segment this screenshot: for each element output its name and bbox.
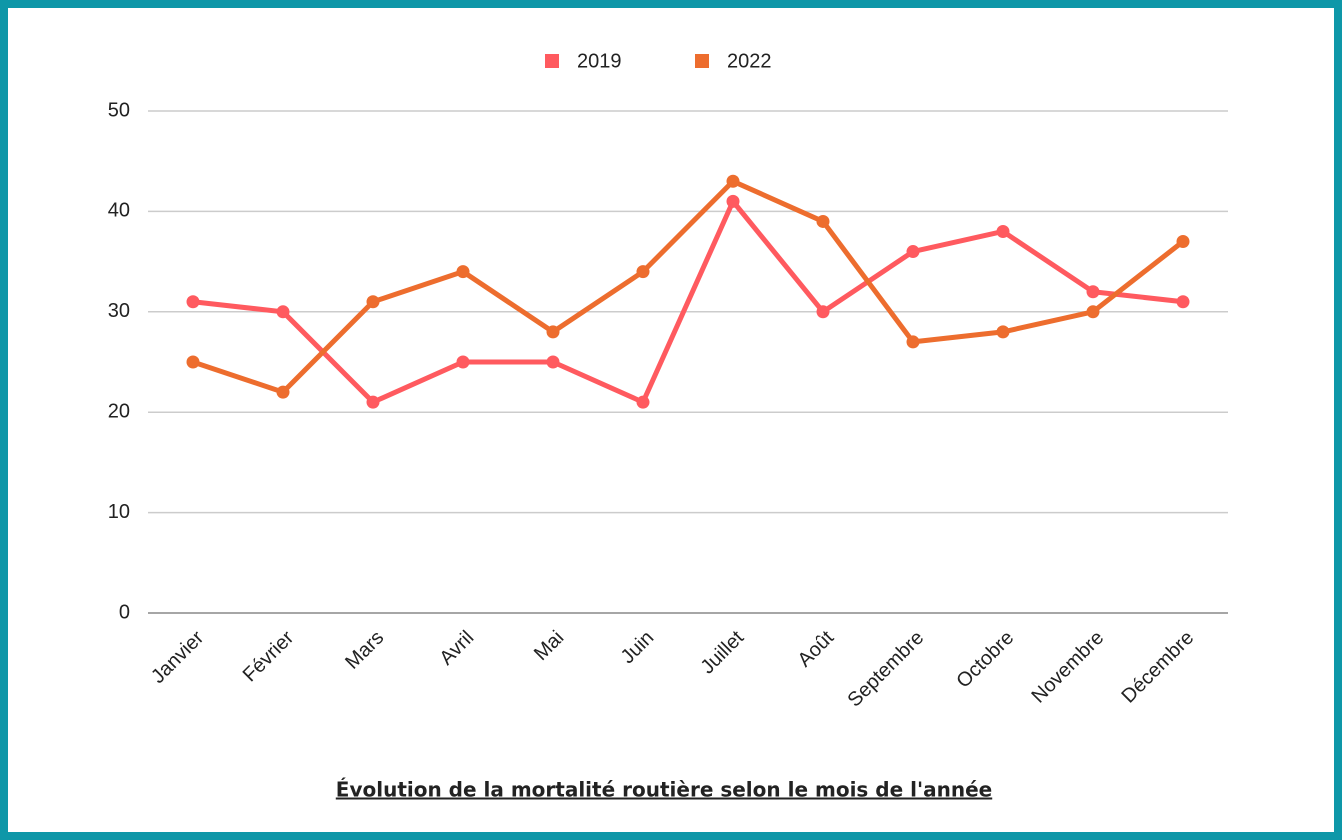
point bbox=[996, 325, 1010, 339]
point bbox=[276, 305, 290, 319]
point bbox=[1086, 305, 1100, 319]
point bbox=[366, 295, 380, 309]
point bbox=[276, 385, 290, 399]
chart-title: Évolution de la mortalité routière selon… bbox=[336, 778, 992, 802]
legend-swatch bbox=[695, 54, 709, 68]
legend-swatch bbox=[545, 54, 559, 68]
point bbox=[726, 174, 740, 188]
y-tick-label: 30 bbox=[108, 300, 130, 322]
y-tick-label: 20 bbox=[108, 400, 130, 422]
point bbox=[1176, 295, 1190, 309]
point bbox=[1086, 285, 1100, 299]
point bbox=[456, 355, 470, 369]
point bbox=[186, 355, 200, 369]
point bbox=[906, 335, 920, 349]
point bbox=[636, 395, 650, 409]
y-tick-label: 0 bbox=[119, 601, 130, 623]
point bbox=[456, 265, 470, 279]
legend-label: 2022 bbox=[727, 50, 772, 72]
series-line bbox=[192, 198, 1184, 405]
point bbox=[726, 194, 740, 208]
point bbox=[546, 355, 560, 369]
point bbox=[1176, 235, 1190, 249]
point bbox=[906, 245, 920, 259]
series-line bbox=[192, 178, 1185, 395]
point bbox=[816, 214, 830, 228]
y-tick-label: 10 bbox=[108, 501, 130, 523]
point bbox=[366, 395, 380, 409]
point bbox=[546, 325, 560, 339]
legend-label: 2019 bbox=[577, 50, 622, 72]
point bbox=[996, 224, 1010, 238]
point bbox=[636, 265, 650, 279]
point bbox=[186, 295, 200, 309]
y-tick-label: 50 bbox=[108, 99, 130, 121]
y-tick-label: 40 bbox=[108, 200, 130, 222]
point bbox=[816, 305, 830, 319]
